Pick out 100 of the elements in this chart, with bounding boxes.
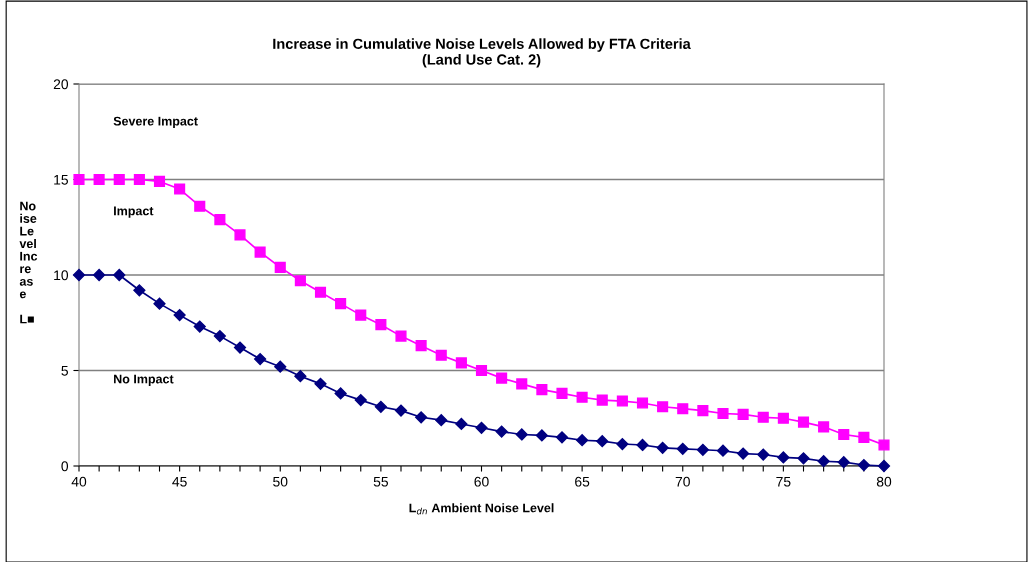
point (314, 377, 327, 390)
point (314, 286, 327, 298)
point (878, 439, 890, 451)
point (858, 431, 870, 443)
point (495, 425, 508, 438)
point (616, 395, 628, 407)
point (817, 455, 830, 468)
y-tick-label: 10 (54, 270, 69, 281)
point (194, 200, 206, 212)
point (656, 441, 669, 454)
point (877, 459, 891, 473)
point (254, 246, 266, 258)
point (496, 372, 508, 384)
point (838, 428, 850, 441)
x-tick-label: 40 (71, 476, 87, 487)
x-tick-label: 55 (373, 476, 389, 487)
x-tick-label: 60 (474, 476, 489, 487)
point (435, 349, 447, 361)
point (334, 387, 347, 400)
point (737, 447, 750, 460)
point (72, 268, 86, 282)
point (153, 297, 166, 310)
point (415, 411, 428, 424)
point (335, 298, 347, 310)
point (535, 429, 548, 442)
point (515, 428, 528, 441)
point (777, 412, 789, 424)
x-tick-label: 80 (876, 476, 892, 487)
point (354, 394, 367, 407)
y-tick-label: 15 (54, 174, 68, 185)
point (254, 352, 267, 366)
point (173, 309, 186, 322)
point (113, 268, 126, 282)
point (73, 173, 85, 186)
point (294, 275, 306, 287)
point (837, 456, 850, 469)
text: No ise Le vel Inc re as e L■ (19, 201, 38, 324)
point (455, 357, 467, 369)
point (394, 404, 408, 417)
point (375, 319, 387, 331)
point (717, 407, 729, 420)
point (797, 452, 810, 465)
point (777, 451, 790, 464)
point (475, 421, 488, 434)
point (596, 394, 608, 406)
point (415, 340, 427, 352)
point (596, 435, 609, 448)
chart-title: Increase in Cumulative Noise Levels Allowed by FTA Criteria (Land Use Cat. 2) (273, 38, 691, 68)
point (374, 400, 387, 413)
point (716, 444, 730, 457)
point (93, 173, 105, 186)
point (435, 414, 448, 427)
point (233, 341, 247, 354)
point (153, 175, 166, 187)
point (133, 284, 146, 297)
point (636, 397, 649, 409)
y-tick-label: 5 (61, 365, 68, 376)
point (274, 261, 286, 273)
point (576, 391, 588, 403)
point (475, 364, 488, 377)
point (193, 320, 206, 333)
point (737, 408, 749, 420)
point (556, 387, 568, 399)
point (214, 214, 226, 226)
point (677, 403, 689, 415)
x-tick-label: 50 (273, 476, 288, 487)
point (576, 434, 589, 447)
point (657, 401, 669, 413)
x-tick-label: 45 (172, 476, 187, 487)
annotation: No Impact (114, 374, 174, 386)
point (757, 448, 770, 461)
point (636, 438, 649, 452)
point (133, 173, 145, 186)
point (234, 229, 246, 241)
point (174, 183, 186, 195)
point (213, 330, 226, 343)
point (818, 421, 830, 433)
x-tick-label: 70 (675, 476, 690, 487)
point (516, 378, 528, 390)
point (616, 437, 629, 451)
point (294, 370, 307, 383)
point (395, 330, 407, 342)
point (697, 405, 709, 417)
y-tick-label: 0 (61, 461, 69, 472)
point (676, 442, 689, 455)
point (455, 417, 468, 431)
point (857, 458, 870, 472)
x-tick-label: 75 (776, 476, 791, 487)
annotation: Severe Impact (113, 116, 198, 129)
annotation: Impact (114, 206, 154, 218)
point (93, 268, 106, 282)
point (274, 360, 287, 373)
x-tick-label: 65 (575, 476, 590, 487)
point (113, 173, 125, 186)
point (536, 384, 548, 396)
point (696, 443, 709, 456)
x-axis-title: L$_{dn}$ Ambient Noise Level (409, 503, 554, 515)
point (355, 309, 367, 321)
point (797, 416, 810, 428)
y-tick-label: 20 (53, 79, 69, 90)
